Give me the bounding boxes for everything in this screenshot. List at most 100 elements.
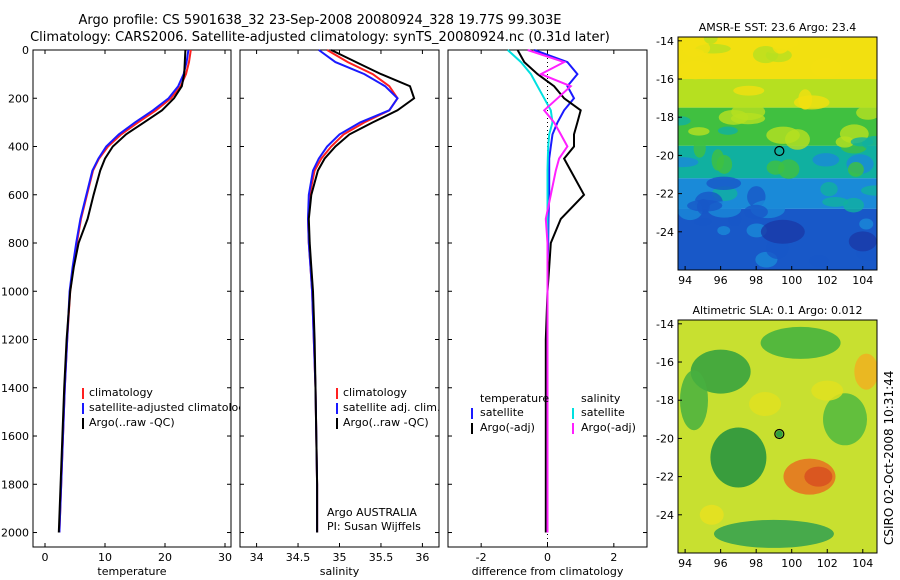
sst-map-xtick-label: 104 xyxy=(852,274,873,287)
difference-legend-label: Argo(-adj) xyxy=(480,421,535,434)
sla-map-frame xyxy=(677,319,878,554)
sla-map-ytick-label: -22 xyxy=(656,471,674,484)
sst-map-blob xyxy=(752,46,779,64)
temperature-legend-label: satellite-adjusted climatology xyxy=(89,401,252,414)
sla-map-xtick-label: 100 xyxy=(781,557,802,570)
sst-map-blob xyxy=(678,116,691,126)
sst-map-blob xyxy=(766,126,800,144)
temperature-xtick-label: 0 xyxy=(42,551,49,564)
salinity-annotation: Argo AUSTRALIA xyxy=(327,506,417,519)
difference-xtick-label: 2 xyxy=(610,551,617,564)
sst-map-blob xyxy=(812,153,840,167)
difference-xlabel: difference from climatology xyxy=(472,565,624,578)
sla-map-blob xyxy=(679,370,708,431)
temperature-ytick-label: 1600 xyxy=(1,430,29,443)
sst-map-blob xyxy=(678,60,713,80)
sla-map-xtick-label: 94 xyxy=(678,557,692,570)
sst-map-blob xyxy=(678,157,699,168)
difference-legend-label: satellite xyxy=(581,406,625,419)
sst-map-blob xyxy=(859,218,874,230)
sst-map-xtick-label: 98 xyxy=(749,274,763,287)
salinity-xtick-label: 34 xyxy=(250,551,264,564)
sla-map-argo-marker-fill xyxy=(775,430,783,438)
salinity-series-argo-raw-qc- xyxy=(307,49,416,533)
difference-legend-label: satellite xyxy=(480,406,524,419)
sst-map-blob xyxy=(711,149,725,171)
temperature-xtick-label: 30 xyxy=(218,551,232,564)
sla-map-title: Altimetric SLA: 0.1 Argo: 0.012 xyxy=(692,304,862,317)
sla-map-blob xyxy=(804,466,833,487)
credit-label: CSIRO 02-Oct-2008 10:31:44 xyxy=(882,371,896,545)
difference-legend-heading: temperature xyxy=(480,392,549,405)
sla-map-xtick-label: 96 xyxy=(714,557,728,570)
temperature-ytick-label: 1800 xyxy=(1,478,29,491)
sst-map-blob xyxy=(717,225,731,236)
sst-map-blob xyxy=(820,181,838,197)
sla-map-blob xyxy=(811,380,844,401)
sst-map-blob xyxy=(760,219,805,244)
sst-map-blob xyxy=(843,197,865,213)
difference-series-salinity-argo-adj- xyxy=(527,49,573,533)
salinity-xtick-label: 36 xyxy=(415,551,429,564)
sla-map-blob xyxy=(854,353,877,390)
temperature-ytick-label: 200 xyxy=(8,92,29,105)
sst-map-frame xyxy=(677,36,878,271)
salinity-xtick-label: 34.5 xyxy=(286,551,311,564)
salinity-legend-label: satellite adj. clim. xyxy=(343,401,440,414)
temperature-legend-label: climatology xyxy=(89,386,153,399)
salinity-annotation: PI: Susan Wijffels xyxy=(327,520,421,533)
salinity-xtick-label: 35.5 xyxy=(369,551,394,564)
temperature-ytick-label: 1000 xyxy=(1,285,29,298)
sla-map-ytick-label: -24 xyxy=(656,509,674,522)
sst-map-blob xyxy=(847,162,864,177)
sla-map-xtick-label: 102 xyxy=(817,557,838,570)
sst-map-blob xyxy=(717,126,738,135)
title-line-2: Climatology: CARS2006. Satellite-adjuste… xyxy=(30,30,610,45)
sst-map-blob xyxy=(706,176,742,190)
temperature-xlabel: temperature xyxy=(97,565,166,578)
sst-map-title: AMSR-E SST: 23.6 Argo: 23.4 xyxy=(699,21,857,34)
temperature-ytick-label: 1200 xyxy=(1,334,29,347)
sla-map-blob xyxy=(823,393,868,446)
sst-map-xtick-label: 100 xyxy=(781,274,802,287)
sla-map-blob xyxy=(710,427,767,488)
sst-map-blob xyxy=(743,204,768,220)
sst-map-ytick-label: -20 xyxy=(656,149,674,162)
sla-map-ytick-label: -16 xyxy=(656,356,674,369)
difference-series-temperature-argo-adj- xyxy=(516,49,586,533)
sla-map-xtick-label: 98 xyxy=(749,557,763,570)
sst-map-blob xyxy=(798,89,813,110)
sst-map-ytick-label: -16 xyxy=(656,73,674,86)
temperature-ytick-label: 1400 xyxy=(1,382,29,395)
temperature-series-argo-raw-qc- xyxy=(57,49,187,533)
sst-map-ytick-label: -22 xyxy=(656,188,674,201)
sst-map-band xyxy=(678,79,877,108)
sla-map-ytick-label: -14 xyxy=(656,318,674,331)
difference-xtick-label: -2 xyxy=(476,551,487,564)
sst-map-xtick-label: 96 xyxy=(714,274,728,287)
sst-map-blob xyxy=(684,48,705,58)
temperature-xtick-label: 20 xyxy=(158,551,172,564)
salinity-xtick-label: 35 xyxy=(333,551,347,564)
sla-map-argo-marker xyxy=(774,428,785,440)
temperature-ytick-label: 600 xyxy=(8,189,29,202)
temperature-legend-label: Argo(..raw -QC) xyxy=(89,416,175,429)
sst-map-blob xyxy=(856,105,877,120)
sla-map-blob xyxy=(690,349,751,394)
sst-map-blob xyxy=(693,139,706,158)
sla-map-ytick-label: -20 xyxy=(656,432,674,445)
sst-map-ytick-label: -18 xyxy=(656,111,674,124)
sst-map-blob xyxy=(731,103,766,121)
sst-map-blob xyxy=(693,217,713,226)
title-line-1: Argo profile: CS 5901638_32 23-Sep-2008 … xyxy=(78,13,562,28)
temperature-ytick-label: 0 xyxy=(22,44,29,57)
sst-map-blob xyxy=(733,85,765,96)
sst-map-blob xyxy=(778,159,800,179)
sla-map-field xyxy=(678,320,877,553)
sla-map-blob xyxy=(713,519,834,548)
temperature-ytick-label: 2000 xyxy=(1,527,29,540)
temperature-ytick-label: 800 xyxy=(8,237,29,250)
sst-map-blob xyxy=(772,37,789,54)
sst-map-blob xyxy=(822,196,849,207)
temperature-plot-area xyxy=(32,49,232,548)
